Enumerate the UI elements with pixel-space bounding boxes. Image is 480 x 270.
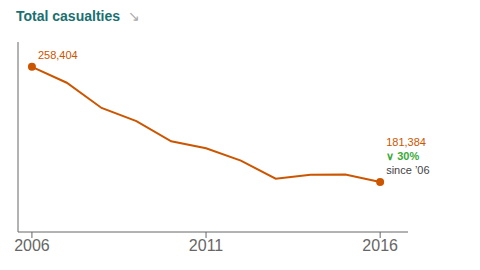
svg-text:2011: 2011	[189, 237, 224, 254]
svg-text:2006: 2006	[14, 237, 50, 254]
html-text:Total casualties: Total casualties	[16, 8, 120, 24]
svg-text:258,404: 258,404	[38, 49, 78, 61]
svg-text:181,384: 181,384	[386, 136, 426, 148]
svg-text:2016: 2016	[362, 237, 398, 254]
svg-text:∨ 30%: ∨ 30%	[386, 150, 419, 162]
svg-text:since ’06: since ’06	[386, 164, 429, 176]
